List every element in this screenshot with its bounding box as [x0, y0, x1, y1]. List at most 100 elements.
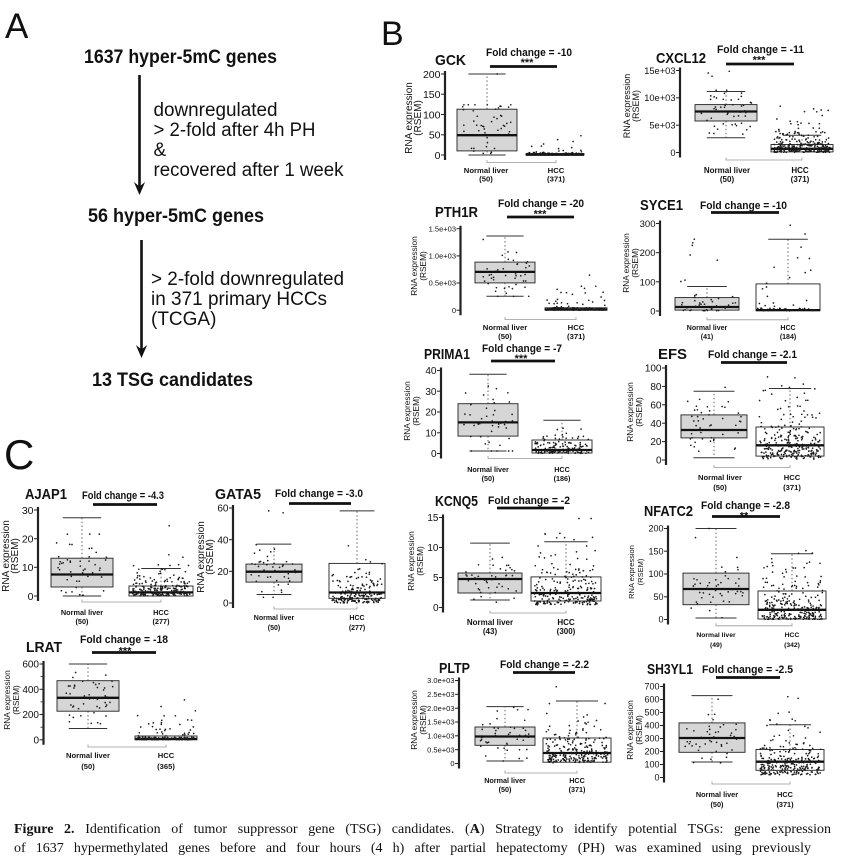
svg-text:SH3YL1: SH3YL1: [647, 661, 693, 678]
svg-text:56 hyper-5mC genes: 56 hyper-5mC genes: [88, 206, 264, 227]
svg-text:(50): (50): [499, 785, 512, 794]
svg-text:RNA expression(RSEM): RNA expression(RSEM): [402, 381, 421, 441]
svg-text:***: ***: [515, 353, 529, 365]
svg-text:Normal liver: Normal liver: [254, 615, 295, 622]
svg-text:(277): (277): [152, 617, 170, 626]
svg-text:2.5e+03: 2.5e+03: [427, 690, 454, 699]
svg-text:200: 200: [423, 69, 441, 81]
svg-text:RNA expression(RSEM): RNA expression(RSEM): [627, 545, 645, 599]
svg-text:Normal liver: Normal liver: [464, 166, 508, 175]
svg-text:0: 0: [658, 615, 663, 625]
svg-text:(49): (49): [710, 642, 722, 649]
svg-text:HCC: HCC: [780, 325, 795, 332]
svg-text:&: &: [154, 140, 167, 161]
svg-text:50: 50: [429, 130, 441, 142]
svg-text:HCC: HCC: [785, 632, 800, 639]
svg-text:(371): (371): [547, 175, 565, 184]
svg-text:RNA expression(RSEM): RNA expression(RSEM): [2, 670, 21, 730]
svg-text:PLTP: PLTP: [439, 660, 470, 677]
svg-text:1.5e+03: 1.5e+03: [427, 718, 454, 727]
svg-text:10e+03: 10e+03: [644, 93, 675, 103]
svg-text:A: A: [5, 7, 29, 46]
svg-text:300: 300: [640, 219, 656, 230]
svg-text:3.0e+03: 3.0e+03: [427, 676, 454, 685]
svg-text:20: 20: [22, 533, 34, 545]
svg-text:(50): (50): [498, 332, 512, 341]
svg-text:0: 0: [435, 150, 441, 162]
svg-text:Fold change = -2.1: Fold change = -2.1: [708, 349, 797, 361]
svg-text:20: 20: [650, 437, 662, 448]
svg-text:> 2-fold downregulated: > 2-fold downregulated: [151, 269, 344, 290]
svg-text:0: 0: [33, 735, 39, 746]
svg-text:HCC: HCC: [791, 166, 809, 175]
svg-text:100: 100: [640, 277, 656, 288]
svg-text:(184): (184): [780, 334, 796, 341]
svg-text:100: 100: [423, 109, 441, 121]
svg-text:RNA expression(RSEM): RNA expression(RSEM): [406, 531, 425, 591]
svg-text:Fold change = -2.2: Fold change = -2.2: [500, 659, 589, 671]
svg-text:(41): (41): [701, 334, 713, 341]
svg-text:30: 30: [22, 505, 34, 517]
svg-text:CXCL12: CXCL12: [656, 50, 706, 67]
svg-text:(50): (50): [81, 762, 95, 771]
svg-text:0: 0: [650, 306, 655, 317]
svg-text:0: 0: [431, 449, 437, 460]
svg-text:Fold change = -4.3: Fold change = -4.3: [82, 490, 164, 502]
svg-text:Fold change = -3.0: Fold change = -3.0: [275, 488, 363, 500]
svg-text:0: 0: [28, 591, 34, 603]
svg-text:300: 300: [644, 734, 659, 744]
svg-text:100: 100: [644, 760, 659, 770]
svg-text:(371): (371): [791, 175, 810, 184]
svg-text:RNA expression(RSEM): RNA expression(RSEM): [622, 74, 641, 139]
svg-text:RNA expression(RSEM): RNA expression(RSEM): [409, 236, 428, 296]
svg-text:100: 100: [648, 569, 663, 579]
svg-text:recovered after 1 week: recovered after 1 week: [154, 160, 344, 181]
svg-text:150: 150: [648, 547, 663, 557]
svg-text:Normal liver: Normal liver: [696, 790, 738, 799]
svg-text:SYCE1: SYCE1: [640, 197, 683, 214]
svg-text:(371): (371): [567, 332, 585, 341]
svg-text:0: 0: [670, 148, 675, 158]
svg-text:13 TSG candidates: 13 TSG candidates: [92, 370, 253, 391]
svg-text:0: 0: [654, 773, 659, 783]
svg-text:(50): (50): [479, 175, 493, 184]
svg-text:0: 0: [656, 456, 662, 467]
svg-text:30: 30: [425, 387, 437, 398]
svg-text:60: 60: [217, 504, 229, 515]
svg-text:Normal liver: Normal liver: [66, 751, 110, 760]
svg-text:0: 0: [223, 599, 229, 610]
svg-text:(277): (277): [349, 625, 365, 632]
svg-text:600: 600: [644, 695, 659, 705]
svg-text:10: 10: [22, 562, 34, 574]
svg-text:HCC: HCC: [554, 465, 570, 474]
svg-text:(50): (50): [482, 474, 495, 483]
svg-text:Normal liver: Normal liver: [696, 632, 736, 639]
svg-text:(371): (371): [783, 483, 801, 492]
svg-text:RNA expression(RSEM): RNA expression(RSEM): [409, 690, 428, 750]
svg-text:Normal liver: Normal liver: [483, 323, 527, 332]
svg-text:5: 5: [433, 573, 439, 584]
svg-text:(50): (50): [76, 617, 90, 626]
svg-text:(50): (50): [711, 800, 725, 809]
svg-text:40: 40: [425, 366, 437, 377]
svg-text:(342): (342): [784, 642, 800, 649]
svg-text:HCC: HCC: [153, 608, 170, 617]
svg-text:200: 200: [640, 248, 656, 259]
svg-text:NFATC2: NFATC2: [644, 503, 693, 520]
svg-text:RNA expression(RSEM): RNA expression(RSEM): [404, 82, 424, 154]
svg-text:40: 40: [217, 535, 229, 546]
svg-text:AJAP1: AJAP1: [25, 486, 67, 503]
svg-text:0: 0: [433, 603, 439, 614]
svg-text:Fold change = -11: Fold change = -11: [717, 44, 804, 56]
svg-text:HCC: HCC: [557, 618, 575, 627]
svg-text:Fold change = -2: Fold change = -2: [488, 495, 570, 507]
svg-text:(43): (43): [483, 627, 498, 636]
svg-text:Normal liver: Normal liver: [687, 325, 728, 332]
svg-text:RNA expression(RSEM): RNA expression(RSEM): [196, 521, 216, 593]
svg-text:(50): (50): [713, 483, 727, 492]
svg-text:(371): (371): [569, 785, 586, 794]
svg-text:200: 200: [644, 747, 659, 757]
svg-text:Normal liver: Normal liver: [698, 473, 742, 482]
svg-text:RNA expression(RSEM): RNA expression(RSEM): [625, 382, 644, 442]
svg-text:HCC: HCC: [777, 790, 794, 799]
